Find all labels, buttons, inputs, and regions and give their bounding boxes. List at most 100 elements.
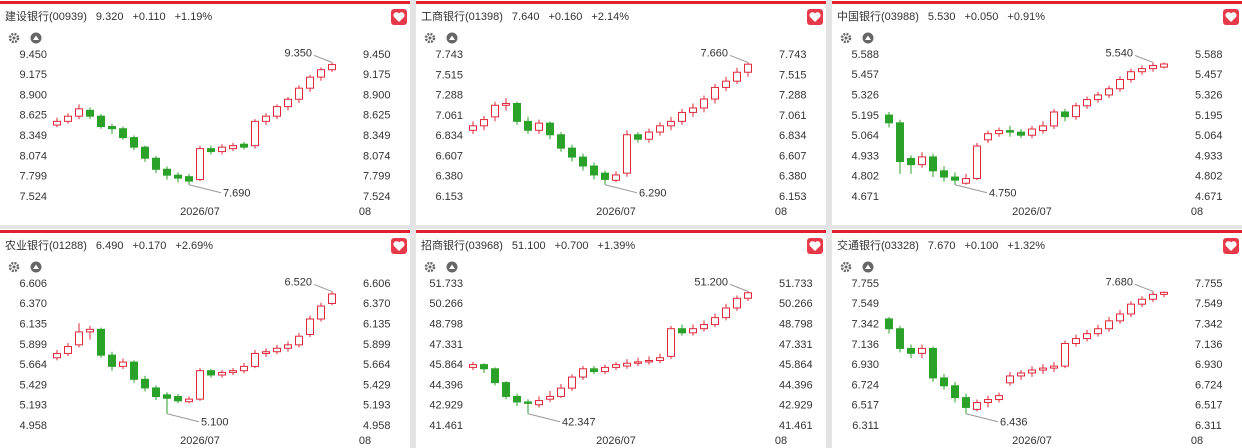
panel [0,0,410,225]
y-tick-label-right: 5.195 [1195,110,1223,122]
panel-top-border [832,230,1242,233]
candle-body [469,364,477,368]
y-tick-label: 5.899 [19,339,47,351]
candle-body [119,128,127,139]
candle-body [1061,342,1069,367]
candle-body [711,317,719,326]
candle-body [218,371,226,376]
candle-body [207,370,215,376]
y-tick-label: 7.524 [19,191,47,203]
candle-body [995,395,1003,401]
candle-body [951,385,959,399]
y-tick-label: 5.326 [851,89,879,101]
candle-body [1105,88,1113,96]
candle-body [1050,365,1058,369]
candle-body [973,401,981,410]
y-tick-label-right: 50.266 [779,298,813,310]
candle-body [295,87,303,100]
candle-body [97,115,105,128]
candle-body [152,157,160,170]
settings-icon[interactable] [840,32,852,44]
price: 51.100 [512,240,546,252]
y-tick-label: 6.135 [19,318,47,330]
y-tick-label: 4.671 [851,191,879,203]
candle-body [689,107,697,113]
candle-body [53,352,61,359]
y-tick-label-right: 4.958 [363,420,391,432]
y-tick-label-right: 48.798 [779,318,813,330]
collapse-arrow [449,264,455,269]
candle-body [130,137,138,148]
candle-body [1160,63,1168,68]
settings-icon[interactable] [840,261,852,273]
candle-body [273,347,281,353]
y-tick-label: 7.136 [851,339,879,351]
min-leader [954,184,988,194]
candle-body [1050,111,1058,127]
candle-body [524,120,532,131]
y-tick-label-right: 6.311 [1195,420,1222,432]
candle-body [262,115,270,122]
settings-icon[interactable] [424,261,436,273]
candle-body [940,377,948,387]
y-tick-label-right: 6.135 [363,318,391,330]
settings-icon[interactable] [8,32,20,44]
y-tick-label: 6.153 [435,191,463,203]
candle-body [612,364,620,368]
candle-body [623,134,631,174]
y-tick-label-right: 9.450 [363,49,391,61]
candle-body [568,376,576,389]
candle-body [1072,105,1080,118]
candle-body [535,122,543,131]
y-tick-label: 6.380 [435,171,463,183]
y-tick-label: 9.175 [19,69,47,81]
y-tick-label-right: 6.370 [363,298,391,310]
candle-body [733,71,741,82]
candle-body [1039,125,1047,132]
candle-body [590,165,598,176]
y-tick-label-right: 7.136 [1195,339,1223,351]
change-pct: +1.19% [175,11,213,23]
y-tick-label: 44.396 [429,379,463,391]
panel-top-border [0,230,410,233]
y-tick-label-right: 6.834 [779,130,807,142]
candle-body [1105,320,1113,330]
candle-body [75,108,83,117]
candle-body [1149,65,1157,70]
y-tick-label-right: 45.864 [779,359,813,371]
settings-icon[interactable] [424,32,436,44]
min-label: 7.690 [223,188,251,200]
heart-icon [1225,12,1237,22]
candle-body [984,133,992,141]
min-label: 42.347 [562,417,596,429]
settings-icon[interactable] [8,261,20,273]
candle-body [634,361,642,364]
y-tick-label: 6.311 [852,420,879,432]
candle-body [97,328,105,356]
y-tick-label-right: 6.930 [1195,359,1223,371]
candle-body [579,368,587,378]
candle-body [973,145,981,180]
candle-body [678,111,686,122]
max-label: 9.350 [284,47,312,59]
x-tick-label: 2026/07 [1012,435,1052,447]
y-tick-label-right: 4.802 [1195,171,1223,183]
candle-body [962,397,970,408]
y-tick-label: 7.743 [435,49,463,61]
max-leader [313,54,333,63]
candle-body [689,328,697,334]
y-tick-label: 5.064 [851,130,879,142]
candle-body [141,378,149,389]
y-tick-label: 5.664 [19,359,47,371]
candle-body [601,366,609,373]
candle-body [546,122,554,136]
y-tick-label: 8.349 [19,130,47,142]
candle-body [951,176,959,181]
price: 7.640 [512,11,540,23]
x-tick-label: 2026/07 [180,206,220,218]
y-tick-label-right: 7.799 [363,171,391,183]
candle-body [513,395,521,403]
max-label: 7.660 [700,47,728,59]
candle-body [207,148,215,153]
y-tick-label-right: 47.331 [779,339,813,351]
